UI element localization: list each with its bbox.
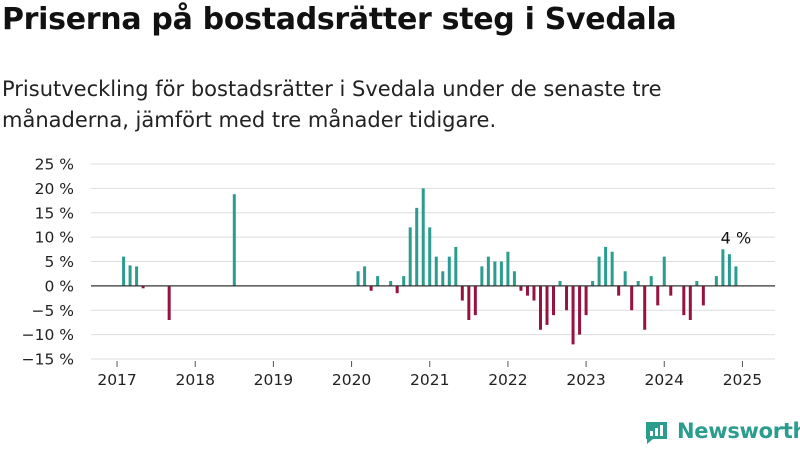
y-tick-label: 25 % bbox=[35, 156, 74, 174]
x-axis-labels: 2017 2018 2019 2020 2021 2022 2023 2024 2025 bbox=[97, 371, 762, 389]
positive-bar bbox=[636, 281, 640, 286]
x-axis-ticks bbox=[116, 361, 743, 367]
negative-bar bbox=[369, 285, 373, 291]
brand-name: Newsworthy bbox=[677, 419, 800, 443]
newsworthy-logo-icon bbox=[646, 422, 667, 444]
positive-bar bbox=[512, 271, 516, 286]
negative-bar bbox=[525, 285, 529, 296]
x-tick-label: 2018 bbox=[176, 371, 215, 389]
positive-bar bbox=[122, 256, 126, 286]
bar-chart: 25 % 20 % 15 % 10 % 5 % 0 % −5 % −10 % −15 % 201… bbox=[22, 156, 775, 389]
positive-bar bbox=[486, 256, 490, 286]
y-tick-label: 10 % bbox=[35, 229, 74, 247]
negative-bar bbox=[669, 285, 673, 296]
positive-bar bbox=[408, 227, 412, 286]
negative-bar bbox=[519, 285, 523, 291]
positive-bar bbox=[499, 261, 503, 286]
positive-bar bbox=[591, 281, 595, 286]
x-tick-label: 2025 bbox=[723, 371, 762, 389]
negative-bar bbox=[571, 285, 575, 345]
negative-bar bbox=[460, 285, 464, 301]
positive-bar bbox=[363, 266, 367, 286]
x-tick-label: 2023 bbox=[566, 371, 605, 389]
x-tick-label: 2020 bbox=[332, 371, 371, 389]
chart-subtitle: Prisutveckling för bostadsrätter i Sveda… bbox=[2, 77, 662, 132]
positive-bar bbox=[649, 276, 653, 286]
positive-bar bbox=[727, 254, 731, 286]
positive-bar bbox=[558, 281, 562, 286]
x-tick-label: 2024 bbox=[645, 371, 684, 389]
negative-bar bbox=[688, 285, 692, 321]
y-axis-labels: 25 % 20 % 15 % 10 % 5 % 0 % −5 % −10 % −15 % bbox=[22, 156, 74, 369]
x-tick-label: 2021 bbox=[410, 371, 449, 389]
negative-bar bbox=[395, 285, 399, 294]
negative-bar bbox=[552, 285, 556, 316]
positive-bar bbox=[597, 256, 601, 286]
positive-bar bbox=[604, 246, 608, 286]
positive-bar bbox=[415, 207, 419, 286]
negative-bar bbox=[617, 285, 621, 296]
positive-bar bbox=[480, 266, 484, 286]
positive-bar bbox=[376, 276, 380, 286]
y-tick-label: 20 % bbox=[35, 180, 74, 198]
positive-bar bbox=[128, 265, 132, 286]
y-tick-label: 15 % bbox=[35, 204, 74, 222]
positive-bar bbox=[610, 251, 614, 286]
negative-bar bbox=[473, 285, 477, 316]
negative-bar bbox=[682, 285, 686, 316]
grid-lines bbox=[91, 163, 775, 360]
negative-bar bbox=[545, 285, 549, 325]
negative-bar bbox=[584, 285, 588, 316]
x-tick-label: 2019 bbox=[254, 371, 293, 389]
positive-bar bbox=[135, 266, 139, 286]
y-tick-label: −15 % bbox=[22, 351, 74, 369]
positive-bar bbox=[493, 261, 497, 286]
positive-bar bbox=[662, 256, 666, 286]
positive-bar bbox=[402, 276, 406, 286]
negative-bar bbox=[467, 285, 471, 321]
positive-bar bbox=[506, 251, 510, 286]
y-tick-label: 0 % bbox=[44, 277, 74, 295]
negative-bar bbox=[578, 285, 582, 335]
bars bbox=[122, 188, 738, 345]
x-tick-label: 2017 bbox=[97, 371, 136, 389]
negative-bar bbox=[630, 285, 634, 311]
positive-bar bbox=[232, 194, 236, 286]
negative-bar bbox=[141, 285, 145, 289]
positive-bar bbox=[389, 281, 393, 286]
chart-title: Priserna på bostadsrätter steg i Svedala bbox=[2, 2, 677, 37]
positive-bar bbox=[454, 246, 458, 286]
positive-bar bbox=[356, 271, 360, 286]
y-tick-label: 5 % bbox=[44, 253, 74, 271]
positive-bar bbox=[695, 281, 699, 286]
y-tick-label: −10 % bbox=[22, 326, 74, 344]
negative-bar bbox=[532, 285, 536, 301]
positive-bar bbox=[421, 188, 425, 286]
positive-bar bbox=[441, 271, 445, 286]
negative-bar bbox=[701, 285, 705, 306]
value-annotation: 4 % bbox=[721, 228, 751, 247]
positive-bar bbox=[734, 266, 738, 286]
newsworthy-logo: Newsworthy bbox=[644, 419, 800, 447]
positive-bar bbox=[721, 249, 725, 286]
negative-bar bbox=[538, 285, 542, 330]
x-tick-label: 2022 bbox=[488, 371, 527, 389]
negative-bar bbox=[656, 285, 660, 306]
negative-bar bbox=[167, 285, 171, 321]
positive-bar bbox=[714, 276, 718, 286]
positive-bar bbox=[447, 256, 451, 286]
negative-bar bbox=[643, 285, 647, 330]
positive-bar bbox=[623, 271, 627, 286]
negative-bar bbox=[565, 285, 569, 311]
y-tick-label: −5 % bbox=[31, 302, 74, 320]
positive-bar bbox=[434, 256, 438, 286]
positive-bar bbox=[428, 227, 432, 286]
